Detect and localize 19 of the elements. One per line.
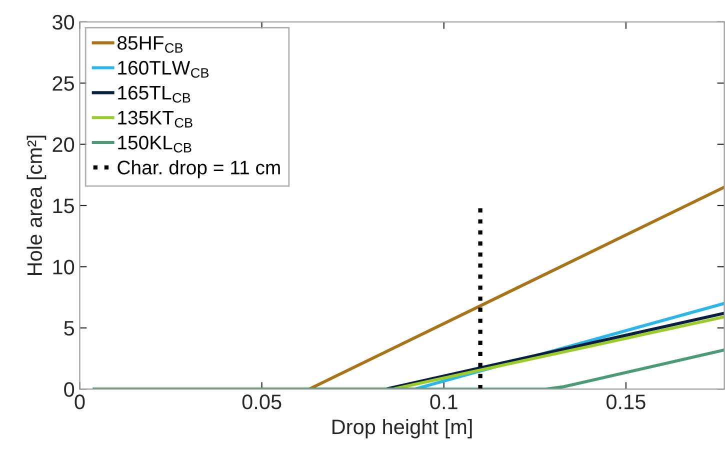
y-tick-label: 30: [52, 14, 74, 30]
x-tick-label: 0.05: [242, 394, 282, 410]
y-tick-label: 15: [53, 198, 74, 214]
x-axis-title: Drop height [m]: [332, 418, 472, 438]
y-tick-label: 0: [64, 382, 74, 397]
legend-label: 85HF$_{CB}$: [118, 36, 183, 53]
y-tick-label: 5: [64, 321, 74, 336]
legend-label: 150KL$_{CB}$: [118, 136, 192, 153]
legend-label: 160TLW$_{CB}$: [118, 60, 209, 78]
legend-label: Char. drop = 11 cm: [118, 160, 280, 178]
y-tick-label: 20: [52, 137, 74, 152]
x-tick-label: 0: [74, 394, 85, 410]
legend-label: 135KT$_{CB}$: [118, 110, 192, 128]
y-axis-title: Hole area [cm²]: [26, 136, 46, 275]
x-tick-label: 0.15: [606, 394, 646, 410]
legend-label: 165TL$_{CB}$: [118, 86, 190, 103]
y-tick-label: 10: [53, 260, 74, 274]
x-tick-label: 0.1: [430, 394, 458, 410]
y-tick-label: 25: [52, 76, 74, 91]
